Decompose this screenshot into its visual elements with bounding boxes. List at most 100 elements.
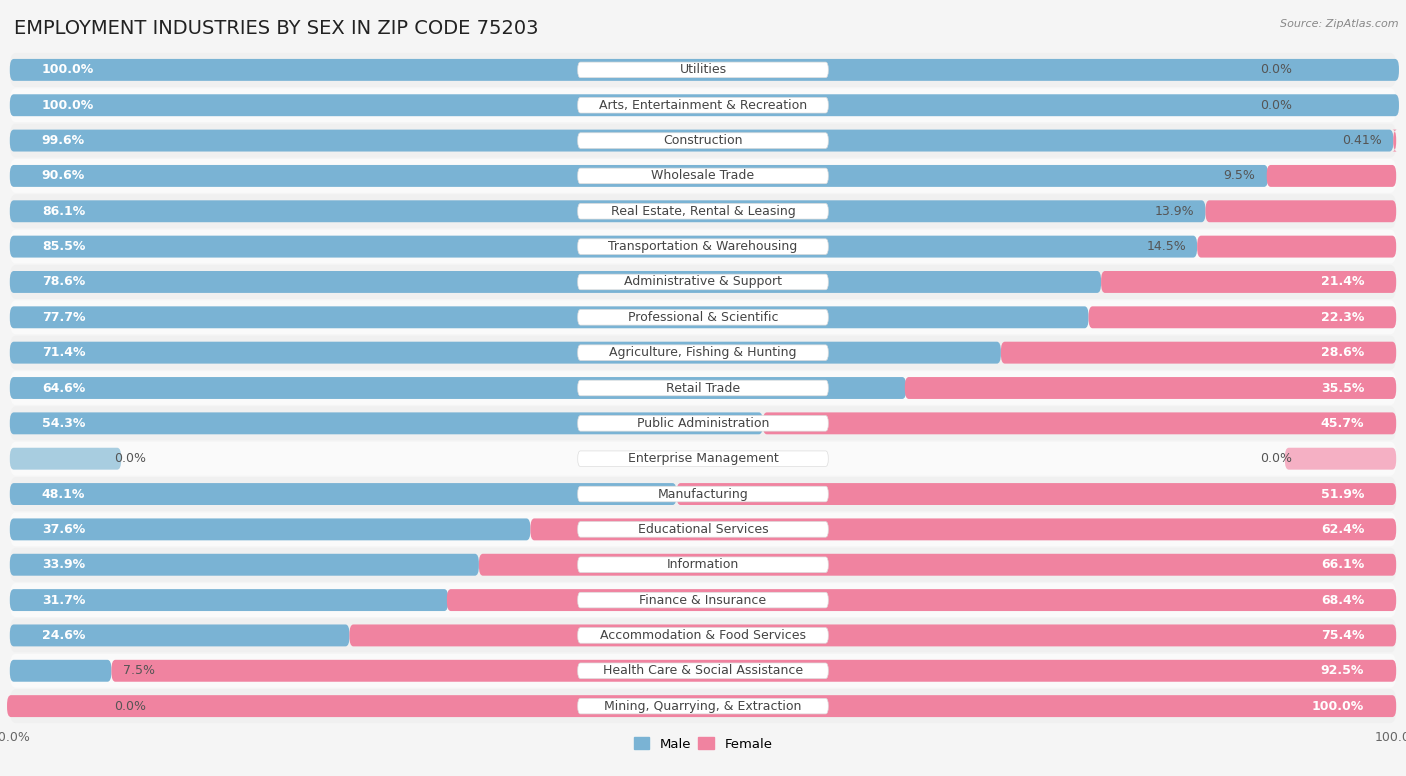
- FancyBboxPatch shape: [10, 307, 1088, 328]
- FancyBboxPatch shape: [10, 412, 763, 435]
- FancyBboxPatch shape: [10, 53, 1396, 87]
- Legend: Male, Female: Male, Female: [628, 732, 778, 756]
- FancyBboxPatch shape: [350, 625, 1396, 646]
- Text: 90.6%: 90.6%: [42, 169, 86, 182]
- Text: 85.5%: 85.5%: [42, 240, 86, 253]
- Text: Utilities: Utilities: [679, 64, 727, 76]
- FancyBboxPatch shape: [578, 628, 828, 643]
- FancyBboxPatch shape: [10, 654, 1396, 688]
- Text: Information: Information: [666, 558, 740, 571]
- FancyBboxPatch shape: [10, 483, 676, 505]
- Text: Public Administration: Public Administration: [637, 417, 769, 430]
- FancyBboxPatch shape: [10, 589, 449, 611]
- Text: 9.5%: 9.5%: [1223, 169, 1256, 182]
- Text: Mining, Quarrying, & Extraction: Mining, Quarrying, & Extraction: [605, 700, 801, 712]
- FancyBboxPatch shape: [7, 695, 1396, 717]
- FancyBboxPatch shape: [578, 451, 828, 466]
- FancyBboxPatch shape: [10, 159, 1396, 193]
- FancyBboxPatch shape: [10, 518, 530, 540]
- FancyBboxPatch shape: [578, 416, 828, 431]
- FancyBboxPatch shape: [905, 377, 1396, 399]
- FancyBboxPatch shape: [10, 477, 1396, 511]
- FancyBboxPatch shape: [1101, 271, 1396, 293]
- FancyBboxPatch shape: [578, 168, 828, 184]
- Text: Professional & Scientific: Professional & Scientific: [627, 311, 779, 324]
- Text: 13.9%: 13.9%: [1154, 205, 1194, 218]
- Text: EMPLOYMENT INDUSTRIES BY SEX IN ZIP CODE 75203: EMPLOYMENT INDUSTRIES BY SEX IN ZIP CODE…: [14, 19, 538, 38]
- FancyBboxPatch shape: [578, 310, 828, 325]
- FancyBboxPatch shape: [10, 265, 1396, 299]
- FancyBboxPatch shape: [1267, 165, 1396, 187]
- Text: Retail Trade: Retail Trade: [666, 382, 740, 394]
- FancyBboxPatch shape: [578, 133, 828, 148]
- Text: 92.5%: 92.5%: [1320, 664, 1364, 677]
- FancyBboxPatch shape: [578, 62, 828, 78]
- Text: 0.0%: 0.0%: [1260, 452, 1292, 465]
- Text: Transportation & Warehousing: Transportation & Warehousing: [609, 240, 797, 253]
- Text: 75.4%: 75.4%: [1320, 629, 1364, 642]
- Text: 100.0%: 100.0%: [1312, 700, 1364, 712]
- FancyBboxPatch shape: [578, 521, 828, 537]
- FancyBboxPatch shape: [1392, 130, 1398, 151]
- FancyBboxPatch shape: [10, 300, 1396, 334]
- FancyBboxPatch shape: [10, 200, 1205, 222]
- Text: 31.7%: 31.7%: [42, 594, 86, 607]
- Text: 28.6%: 28.6%: [1320, 346, 1364, 359]
- FancyBboxPatch shape: [1197, 236, 1396, 258]
- Text: Manufacturing: Manufacturing: [658, 487, 748, 501]
- Text: 100.0%: 100.0%: [42, 99, 94, 112]
- FancyBboxPatch shape: [10, 377, 907, 399]
- Text: 68.4%: 68.4%: [1320, 594, 1364, 607]
- FancyBboxPatch shape: [1285, 448, 1396, 469]
- FancyBboxPatch shape: [578, 203, 828, 219]
- Text: 54.3%: 54.3%: [42, 417, 86, 430]
- Text: 0.0%: 0.0%: [1260, 99, 1292, 112]
- Text: Educational Services: Educational Services: [638, 523, 768, 536]
- Text: 77.7%: 77.7%: [42, 311, 86, 324]
- Text: Wholesale Trade: Wholesale Trade: [651, 169, 755, 182]
- Text: 37.6%: 37.6%: [42, 523, 86, 536]
- Text: 45.7%: 45.7%: [1320, 417, 1364, 430]
- FancyBboxPatch shape: [578, 345, 828, 360]
- FancyBboxPatch shape: [447, 589, 1396, 611]
- Text: 86.1%: 86.1%: [42, 205, 86, 218]
- FancyBboxPatch shape: [10, 194, 1396, 228]
- Text: 24.6%: 24.6%: [42, 629, 86, 642]
- FancyBboxPatch shape: [10, 271, 1101, 293]
- Text: Source: ZipAtlas.com: Source: ZipAtlas.com: [1281, 19, 1399, 29]
- FancyBboxPatch shape: [1001, 341, 1396, 364]
- FancyBboxPatch shape: [578, 557, 828, 573]
- FancyBboxPatch shape: [1205, 200, 1396, 222]
- Text: 51.9%: 51.9%: [1320, 487, 1364, 501]
- Text: 99.6%: 99.6%: [42, 134, 84, 147]
- FancyBboxPatch shape: [10, 442, 1396, 476]
- FancyBboxPatch shape: [763, 412, 1396, 435]
- Text: 33.9%: 33.9%: [42, 558, 84, 571]
- Text: 0.41%: 0.41%: [1343, 134, 1382, 147]
- Text: 78.6%: 78.6%: [42, 275, 86, 289]
- FancyBboxPatch shape: [10, 130, 1393, 151]
- FancyBboxPatch shape: [578, 239, 828, 255]
- Text: Finance & Insurance: Finance & Insurance: [640, 594, 766, 607]
- Text: Arts, Entertainment & Recreation: Arts, Entertainment & Recreation: [599, 99, 807, 112]
- Text: 0.0%: 0.0%: [114, 452, 146, 465]
- Text: Health Care & Social Assistance: Health Care & Social Assistance: [603, 664, 803, 677]
- FancyBboxPatch shape: [10, 341, 1001, 364]
- Text: 0.0%: 0.0%: [1260, 64, 1292, 76]
- Text: 0.0%: 0.0%: [114, 700, 146, 712]
- Text: Agriculture, Fishing & Hunting: Agriculture, Fishing & Hunting: [609, 346, 797, 359]
- Text: 64.6%: 64.6%: [42, 382, 86, 394]
- FancyBboxPatch shape: [10, 123, 1396, 158]
- FancyBboxPatch shape: [10, 660, 111, 682]
- FancyBboxPatch shape: [578, 698, 828, 714]
- FancyBboxPatch shape: [10, 94, 1399, 116]
- FancyBboxPatch shape: [10, 583, 1396, 617]
- FancyBboxPatch shape: [530, 518, 1396, 540]
- FancyBboxPatch shape: [479, 554, 1396, 576]
- Text: Accommodation & Food Services: Accommodation & Food Services: [600, 629, 806, 642]
- FancyBboxPatch shape: [676, 483, 1396, 505]
- FancyBboxPatch shape: [578, 98, 828, 113]
- Text: 48.1%: 48.1%: [42, 487, 86, 501]
- Text: 22.3%: 22.3%: [1320, 311, 1364, 324]
- FancyBboxPatch shape: [10, 371, 1396, 405]
